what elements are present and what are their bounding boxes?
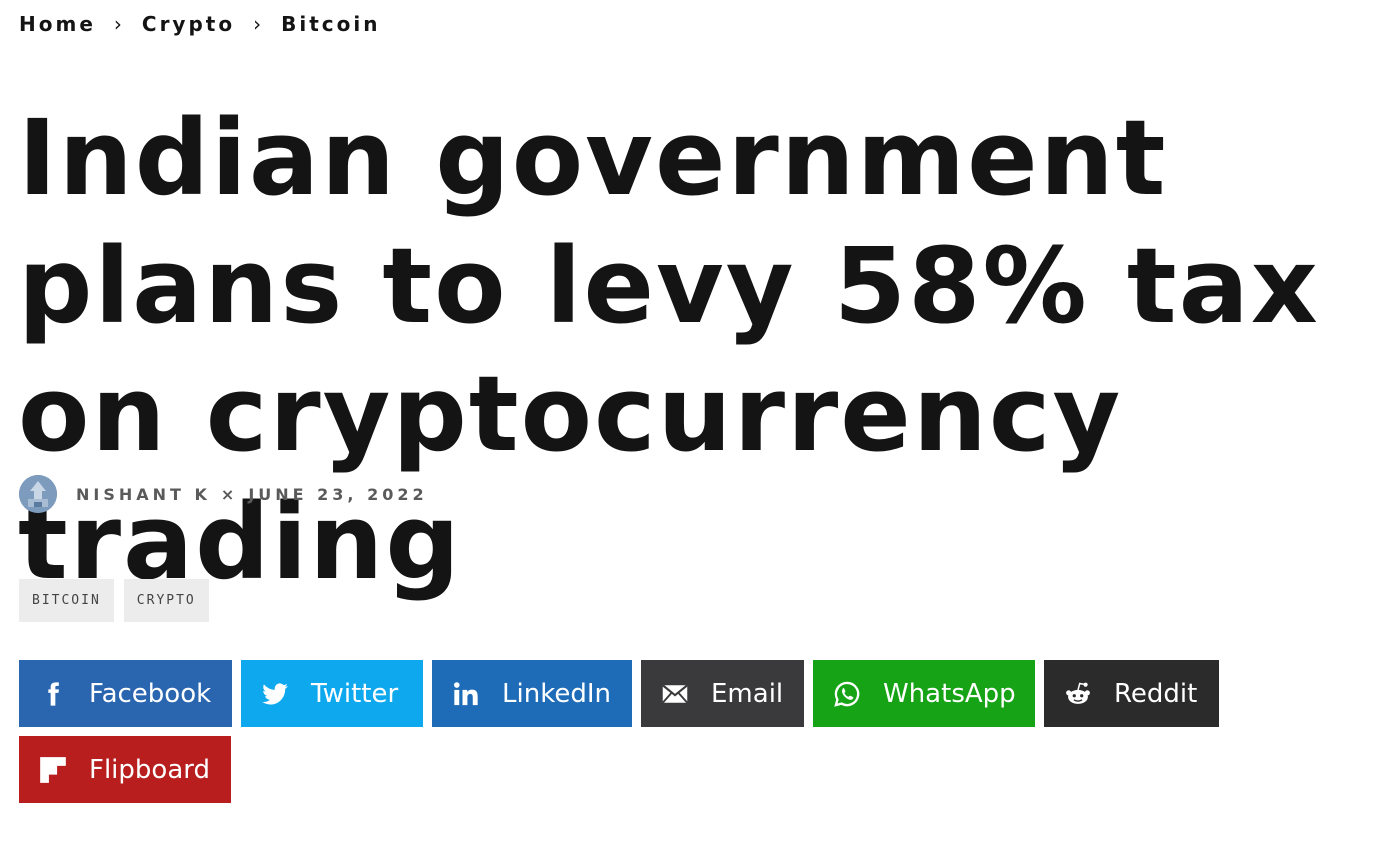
share-facebook-button[interactable]: Facebook	[19, 660, 232, 727]
reddit-icon	[1064, 680, 1092, 708]
breadcrumb: Home › Crypto › Bitcoin	[19, 12, 380, 36]
email-icon	[661, 680, 689, 708]
share-linkedin-button[interactable]: LinkedIn	[432, 660, 632, 727]
share-twitter-label: Twitter	[311, 678, 399, 709]
flipboard-icon	[39, 756, 67, 784]
tag-list: BITCOIN CRYPTO	[19, 579, 209, 622]
article-title: Indian government plans to levy 58% tax …	[18, 97, 1320, 603]
share-buttons: Facebook Twitter LinkedIn Email WhatsApp…	[19, 660, 1249, 803]
article-meta: NISHANT K × JUNE 23, 2022	[19, 475, 428, 513]
author-avatar[interactable]	[19, 475, 57, 513]
facebook-icon	[39, 680, 67, 708]
breadcrumb-crypto[interactable]: Crypto	[141, 12, 236, 36]
publish-date: JUNE 23, 2022	[248, 484, 428, 504]
breadcrumb-bitcoin[interactable]: Bitcoin	[281, 12, 381, 36]
share-facebook-label: Facebook	[89, 678, 212, 709]
share-whatsapp-label: WhatsApp	[883, 678, 1016, 709]
share-twitter-button[interactable]: Twitter	[241, 660, 423, 727]
share-email-label: Email	[711, 678, 784, 709]
breadcrumb-separator-icon: ›	[253, 12, 262, 36]
linkedin-icon	[452, 680, 480, 708]
twitter-icon	[261, 680, 289, 708]
share-flipboard-label: Flipboard	[89, 754, 210, 785]
breadcrumb-separator-icon: ›	[113, 12, 122, 36]
share-linkedin-label: LinkedIn	[502, 678, 611, 709]
share-reddit-button[interactable]: Reddit	[1044, 660, 1219, 727]
meta-separator-icon: ×	[220, 484, 235, 504]
tag-bitcoin[interactable]: BITCOIN	[19, 579, 114, 622]
avatar-pattern-icon	[19, 475, 57, 513]
author-name[interactable]: NISHANT K	[76, 484, 211, 504]
whatsapp-icon	[833, 680, 861, 708]
breadcrumb-home[interactable]: Home	[19, 12, 96, 36]
share-reddit-label: Reddit	[1114, 678, 1198, 709]
tag-crypto[interactable]: CRYPTO	[123, 579, 209, 622]
share-whatsapp-button[interactable]: WhatsApp	[813, 660, 1035, 727]
share-flipboard-button[interactable]: Flipboard	[19, 736, 231, 803]
share-email-button[interactable]: Email	[641, 660, 804, 727]
